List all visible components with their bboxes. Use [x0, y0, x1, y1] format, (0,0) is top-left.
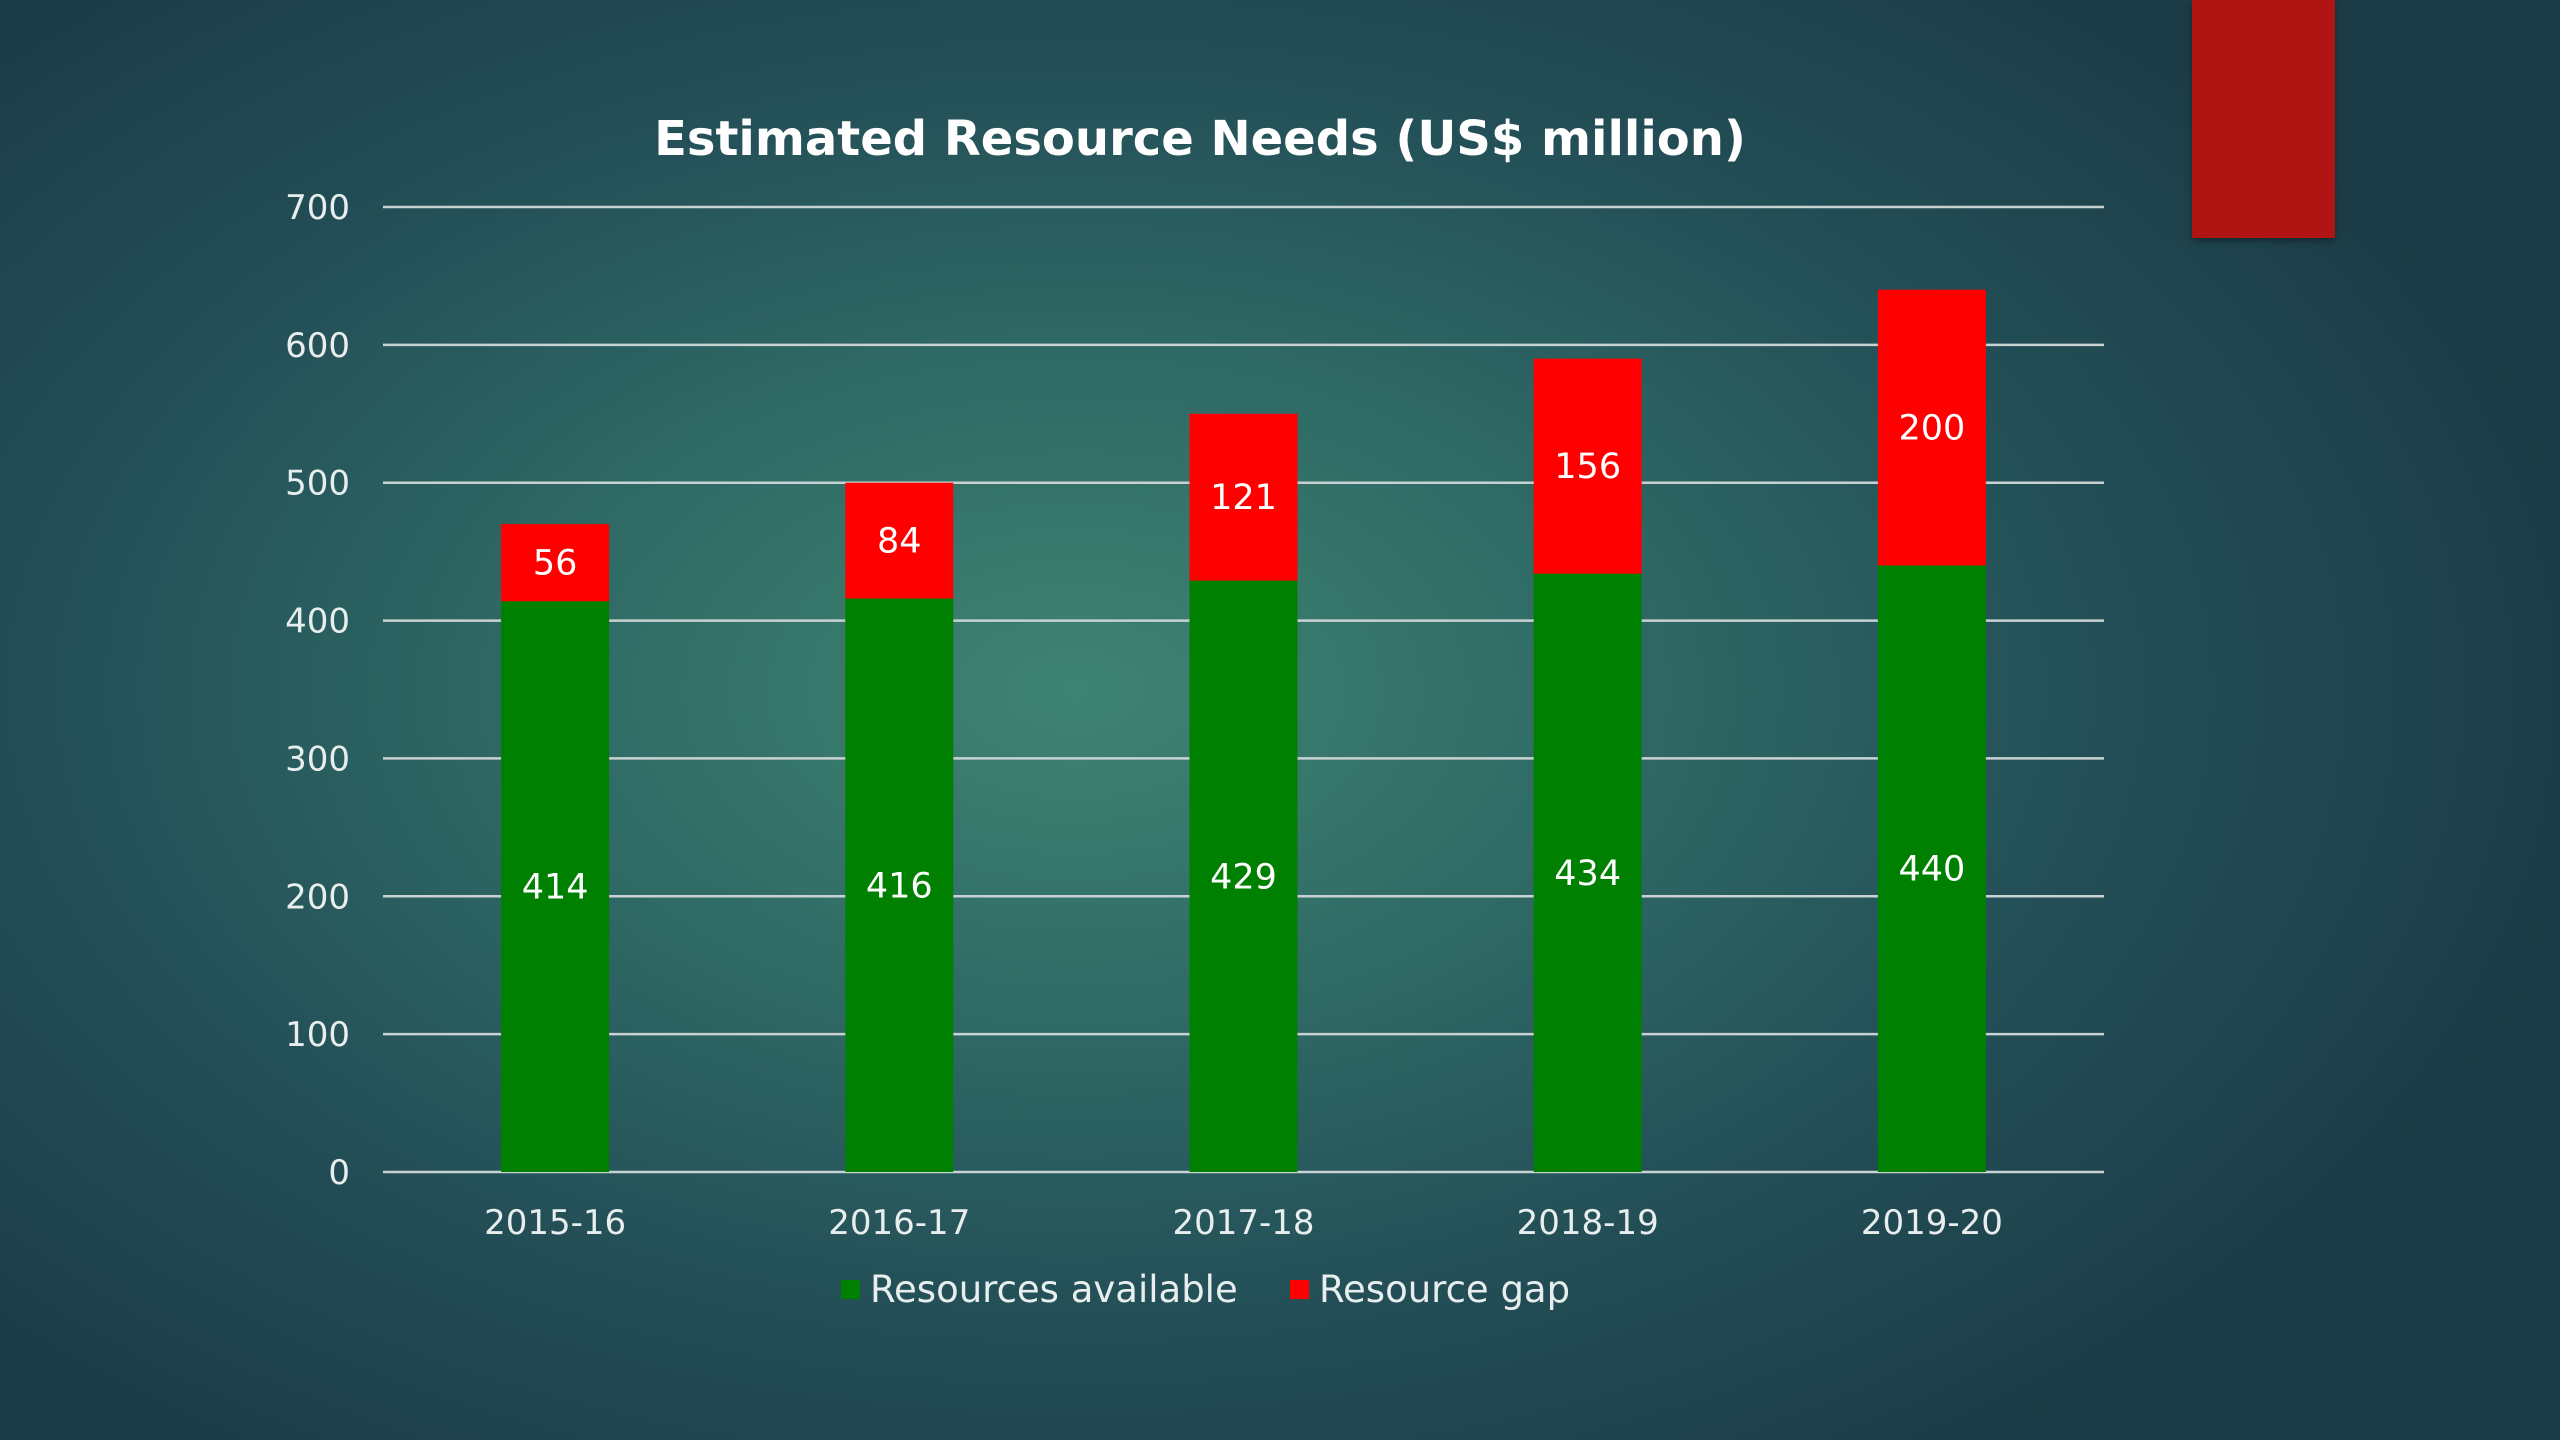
legend-swatch-gap: [1290, 1280, 1309, 1299]
bar-available-2016-17: [845, 598, 954, 1172]
bar-gap-2017-18: [1189, 413, 1298, 581]
bar-available-2018-19: [1533, 573, 1642, 1172]
y-tick-label-500: 500: [285, 464, 350, 504]
y-tick-label-0: 0: [328, 1153, 350, 1193]
bar-gap-2016-17: [845, 482, 954, 599]
x-tick-label-2016-17: 2016-17: [828, 1203, 970, 1243]
y-tick-label-600: 600: [285, 326, 350, 366]
data-label-available-2019-20: 440: [1898, 850, 1965, 890]
bars: 414 56 416 84 429 121 434 156 440 200: [501, 289, 1986, 1172]
y-tick-label-300: 300: [285, 739, 350, 779]
y-tick-label-100: 100: [285, 1015, 350, 1055]
data-label-gap-2019-20: 200: [1898, 409, 1965, 449]
x-tick-label-2018-19: 2018-19: [1517, 1203, 1659, 1243]
data-label-gap-2016-17: 84: [877, 522, 922, 562]
legend-label-available: Resources available: [870, 1268, 1238, 1311]
y-tick-label-200: 200: [285, 877, 350, 917]
x-tick-label-2019-20: 2019-20: [1861, 1203, 2003, 1243]
legend-label-gap: Resource gap: [1319, 1268, 1570, 1311]
data-label-available-2018-19: 434: [1554, 854, 1621, 894]
data-label-gap-2017-18: 121: [1210, 478, 1277, 518]
bar-available-2015-16: [501, 601, 610, 1172]
y-axis-tick-labels: 0 100 200 300 400 500 600 700: [285, 188, 350, 1193]
bar-available-2019-20: [1877, 565, 1986, 1172]
accent-tab: [2192, 0, 2335, 238]
data-label-available-2015-16: 414: [522, 868, 589, 908]
bar-available-2017-18: [1189, 580, 1298, 1172]
bar-gap-2015-16: [501, 524, 610, 602]
y-tick-label-400: 400: [285, 602, 350, 642]
bar-gap-2019-20: [1877, 289, 1986, 566]
y-tick-label-700: 700: [285, 188, 350, 228]
legend-swatch-available: [841, 1280, 860, 1299]
x-axis-tick-labels: 2015-16 2016-17 2017-18 2018-19 2019-20: [484, 1203, 2003, 1243]
bar-gap-2018-19: [1533, 358, 1642, 574]
data-label-gap-2018-19: 156: [1554, 447, 1621, 487]
data-label-available-2017-18: 429: [1210, 857, 1277, 897]
data-label-gap-2015-16: 56: [533, 544, 578, 584]
legend: Resources available Resource gap: [841, 1268, 1570, 1311]
data-label-available-2016-17: 416: [866, 866, 933, 906]
x-tick-label-2015-16: 2015-16: [484, 1203, 626, 1243]
chart-title: Estimated Resource Needs (US$ million): [654, 111, 1746, 167]
x-tick-label-2017-18: 2017-18: [1172, 1203, 1314, 1243]
